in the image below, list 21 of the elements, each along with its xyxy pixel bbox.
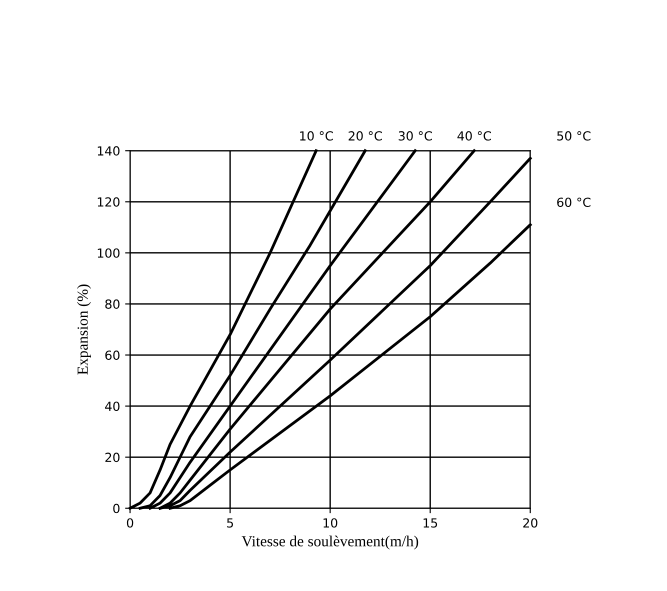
x-tick-label: 0 [126, 518, 134, 528]
series-label: 20 °C [348, 131, 382, 141]
y-tick-label: 100 [98, 248, 120, 258]
series-label: 10 °C [300, 131, 333, 141]
series-label: 40 °C [457, 131, 491, 141]
series-label: 30 °C [398, 131, 432, 141]
x-tick-label: 15 [424, 518, 438, 528]
y-tick-label: 60 [105, 350, 120, 360]
y-tick-label: 20 [105, 452, 120, 462]
x-tick-label: 10 [324, 518, 338, 528]
text: 60 °C [557, 198, 590, 208]
y-tick-label: 40 [105, 402, 120, 412]
text: 50 °C [557, 131, 590, 141]
x-tick-label: 20 [523, 518, 538, 528]
y-tick-label: 120 [98, 197, 120, 207]
y-tick-label: 140 [98, 146, 120, 156]
y-tick-label: 0 [113, 504, 120, 514]
x-axis-title: Vitesse de soulèvement(m/h) [242, 536, 418, 550]
y-tick-label: 80 [105, 299, 120, 309]
x-tick-label: 5 [227, 518, 233, 528]
y-axis-title: Expansion (%) [77, 284, 91, 375]
